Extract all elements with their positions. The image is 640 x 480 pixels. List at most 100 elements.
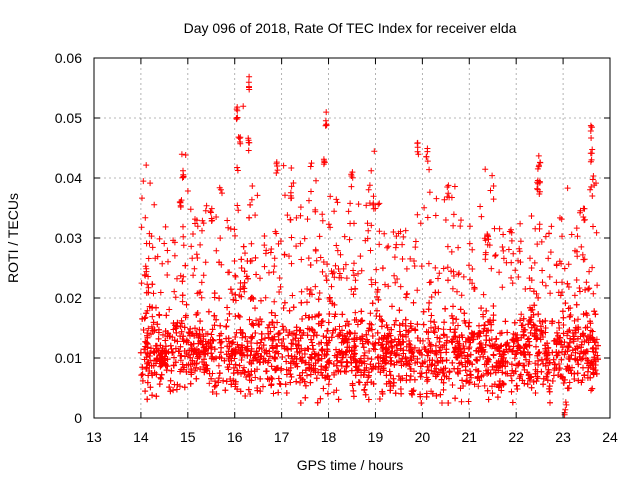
data-point <box>412 238 419 245</box>
data-point <box>215 375 222 382</box>
data-point <box>400 233 407 240</box>
data-point <box>250 322 257 329</box>
data-point <box>464 377 471 384</box>
data-point <box>363 331 370 338</box>
data-point <box>234 386 241 393</box>
data-point <box>355 270 361 277</box>
data-point <box>392 317 399 324</box>
data-point <box>183 350 190 356</box>
data-point <box>391 254 398 261</box>
data-point <box>496 347 503 354</box>
data-point <box>537 323 544 330</box>
axis-layer: 13 14 15 16 17 18 19 20 21 22 23 24 0 0.01 0.02 0.03 0.0… <box>55 50 618 445</box>
data-point <box>340 339 347 346</box>
data-point <box>535 349 542 356</box>
data-point <box>350 353 357 360</box>
data-point <box>335 266 342 272</box>
data-point <box>299 369 306 376</box>
data-point <box>423 348 430 355</box>
data-point <box>559 279 565 286</box>
data-point <box>561 339 568 346</box>
spike-point <box>535 152 542 159</box>
data-point <box>325 221 332 228</box>
data-point <box>312 313 318 320</box>
data-point <box>278 340 285 346</box>
data-point <box>564 280 571 287</box>
data-point <box>258 336 265 343</box>
data-point <box>282 381 289 388</box>
data-point <box>143 162 150 169</box>
data-point <box>530 288 537 295</box>
data-point <box>557 214 563 221</box>
data-point <box>297 327 304 334</box>
data-point <box>314 399 321 406</box>
data-point <box>290 304 297 311</box>
data-point <box>568 231 575 238</box>
data-point <box>448 338 455 345</box>
data-point <box>515 257 521 264</box>
data-point <box>378 342 385 349</box>
data-point <box>314 357 321 364</box>
data-point <box>167 377 174 384</box>
data-point <box>218 261 225 268</box>
data-point <box>258 297 264 304</box>
data-point <box>568 370 575 377</box>
data-point <box>487 342 494 349</box>
data-point <box>366 348 373 354</box>
data-point <box>139 377 146 384</box>
data-point <box>469 361 476 368</box>
data-point <box>311 350 318 357</box>
data-point <box>417 373 424 380</box>
data-point <box>279 354 286 360</box>
data-point <box>566 356 573 363</box>
data-point <box>375 296 382 303</box>
data-point <box>388 326 395 333</box>
data-point <box>230 296 237 303</box>
data-point <box>586 268 593 275</box>
data-point <box>144 281 151 288</box>
spike-point <box>348 183 355 190</box>
data-point <box>524 349 531 356</box>
data-point <box>456 334 463 341</box>
data-point <box>383 322 390 328</box>
data-point <box>447 326 454 333</box>
data-point <box>508 361 515 368</box>
data-point <box>382 281 388 288</box>
data-point <box>148 331 154 338</box>
data-point <box>354 358 361 365</box>
data-point <box>275 336 282 343</box>
data-point <box>452 333 459 340</box>
plot-frame <box>93 57 611 419</box>
data-point <box>254 340 261 347</box>
data-point <box>590 371 597 378</box>
data-point <box>589 360 596 367</box>
data-point <box>538 356 545 363</box>
data-point <box>396 322 403 329</box>
data-point <box>236 313 243 320</box>
data-point <box>424 352 431 359</box>
data-point <box>283 345 290 352</box>
data-point <box>557 373 564 380</box>
data-point <box>262 335 268 342</box>
x-tick-label: 14 <box>133 429 149 445</box>
data-point <box>190 272 197 279</box>
data-point <box>553 261 560 268</box>
data-point <box>298 299 305 306</box>
data-point <box>525 361 532 367</box>
data-point <box>243 374 250 380</box>
data-point <box>266 269 272 276</box>
data-point <box>446 369 453 376</box>
data-point <box>407 255 414 262</box>
data-point <box>566 327 573 334</box>
data-point <box>565 344 572 351</box>
data-point <box>322 364 329 370</box>
data-point <box>536 221 543 228</box>
spike-point <box>424 145 431 152</box>
spike-point <box>484 241 491 248</box>
data-point <box>315 356 322 363</box>
data-point <box>216 184 223 191</box>
data-point <box>580 364 586 371</box>
spike-point <box>323 122 330 129</box>
data-point <box>458 217 464 224</box>
x-tick-label: 19 <box>368 429 384 445</box>
